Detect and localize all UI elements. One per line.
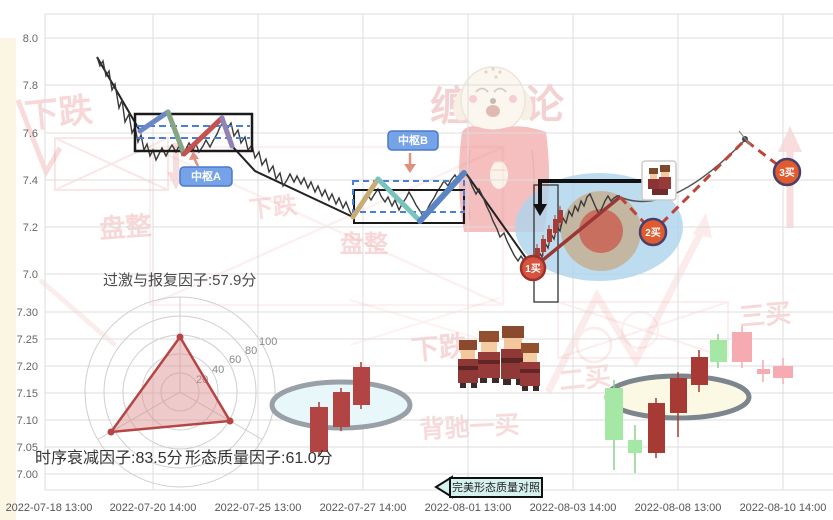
date-tick-0: 2022-07-18 13:00 xyxy=(6,502,93,514)
date-tick-1: 2022-07-20 14:00 xyxy=(110,502,197,514)
price-tick-7.6: 7.6 xyxy=(23,128,38,140)
lower-axis-ticks: 7.30 7.25 7.20 7.15 7.10 7.05 7.00 xyxy=(17,307,38,481)
watermark-decline-2: 下跌 xyxy=(248,192,300,224)
price-tick-7.4: 7.4 xyxy=(23,175,38,187)
first-buy-zone-rect xyxy=(533,184,559,303)
price-tick-8.0: 8.0 xyxy=(23,33,38,45)
buy-marker-2: 2买 xyxy=(638,217,668,247)
watermark-divergence-buy: 背驰一买 xyxy=(419,411,520,444)
buy3-label: 3买 xyxy=(779,167,795,179)
radar-vertex-decay xyxy=(107,428,115,436)
radar-chart: 20 40 60 80 100 xyxy=(84,296,277,488)
date-tick-7: 2022-08-10 14:00 xyxy=(740,502,827,514)
buy2-label: 2买 xyxy=(645,227,661,239)
price-panel: 中枢A 中枢B 1买 xyxy=(96,56,802,303)
expected-path-dashed xyxy=(618,138,788,235)
date-tick-3: 2022-07-27 14:00 xyxy=(320,502,407,514)
date-tick-2: 2022-07-25 13:00 xyxy=(215,502,302,514)
pivot-box-a xyxy=(133,109,254,157)
date-tick-5: 2022-08-03 14:00 xyxy=(530,502,617,514)
buy-marker-3: 3买 xyxy=(772,157,802,187)
actual-candles xyxy=(605,326,793,473)
mini-figures-icon xyxy=(641,160,677,201)
date-tick-6: 2022-08-08 13:00 xyxy=(635,502,722,514)
pivot-b-chip: 中枢B xyxy=(387,130,439,173)
price-tick-7.0: 7.0 xyxy=(23,269,38,281)
lower-tick-7.15: 7.15 xyxy=(17,388,38,400)
radar-tick-60: 60 xyxy=(229,354,241,366)
buy-marker-1: 1买 xyxy=(519,254,547,282)
decay-factor-text: 时序衰减因子:83.5分 xyxy=(35,449,183,467)
perfect-ref-label: 完美形态质量对照 xyxy=(452,480,540,494)
price-tick-7.8: 7.8 xyxy=(23,80,38,92)
lower-tick-7.00: 7.00 xyxy=(17,469,38,481)
pivot-a-chip: 中枢A xyxy=(179,151,233,187)
lower-tick-7.05: 7.05 xyxy=(17,442,38,454)
watermark-buy3-text: 三买 xyxy=(738,298,792,332)
pivot-b-label: 中枢B xyxy=(398,133,428,147)
lower-panel xyxy=(269,326,793,473)
price-tick-7.2: 7.2 xyxy=(23,222,38,234)
lower-tick-7.30: 7.30 xyxy=(17,307,38,319)
radar-vertex-quality xyxy=(226,417,234,425)
recovery-mini-candles xyxy=(535,206,563,264)
drop-arrow xyxy=(533,179,642,216)
date-tick-4: 2022-08-01 13:00 xyxy=(425,502,512,514)
watermark-decline-1: 下跌 xyxy=(23,91,95,136)
watermark-buy2-text: 二买 xyxy=(557,361,612,396)
buy1-label: 1买 xyxy=(525,263,541,275)
peak-tick xyxy=(738,130,752,147)
lower-tick-7.20: 7.20 xyxy=(17,361,38,373)
radar-polygon xyxy=(108,334,233,434)
price-axis-ticks: 8.0 7.8 7.6 7.4 7.2 7.0 xyxy=(23,33,38,281)
pivot-a-label: 中枢A xyxy=(191,169,221,183)
pivot-box-b xyxy=(350,170,467,224)
target-highlight xyxy=(515,173,683,281)
radar-rings xyxy=(84,296,276,488)
radar-tick-100: 100 xyxy=(259,336,277,348)
left-yellow-stripe-watermark xyxy=(0,38,16,520)
watermark-shapes xyxy=(15,99,802,394)
lower-tick-7.25: 7.25 xyxy=(17,334,38,346)
watermark-consolidate-2: 盘整 xyxy=(340,230,388,258)
date-axis-ticks: 2022-07-18 13:00 2022-07-20 14:00 2022-0… xyxy=(6,502,827,514)
pixel-people-group xyxy=(458,326,540,391)
overreaction-factor-text: 过激与报复因子:57.9分 xyxy=(103,271,256,289)
radar-tick-80: 80 xyxy=(245,345,257,357)
quality-factor-text: 形态质量因子:61.0分 xyxy=(185,449,333,467)
radar-vertex-overreaction xyxy=(176,333,184,341)
perfect-form-candles xyxy=(310,362,370,456)
radar-tick-40: 40 xyxy=(212,364,224,376)
lower-tick-7.10: 7.10 xyxy=(17,415,38,427)
perfect-form-reference-tag: 完美形态质量对照 xyxy=(434,475,543,499)
